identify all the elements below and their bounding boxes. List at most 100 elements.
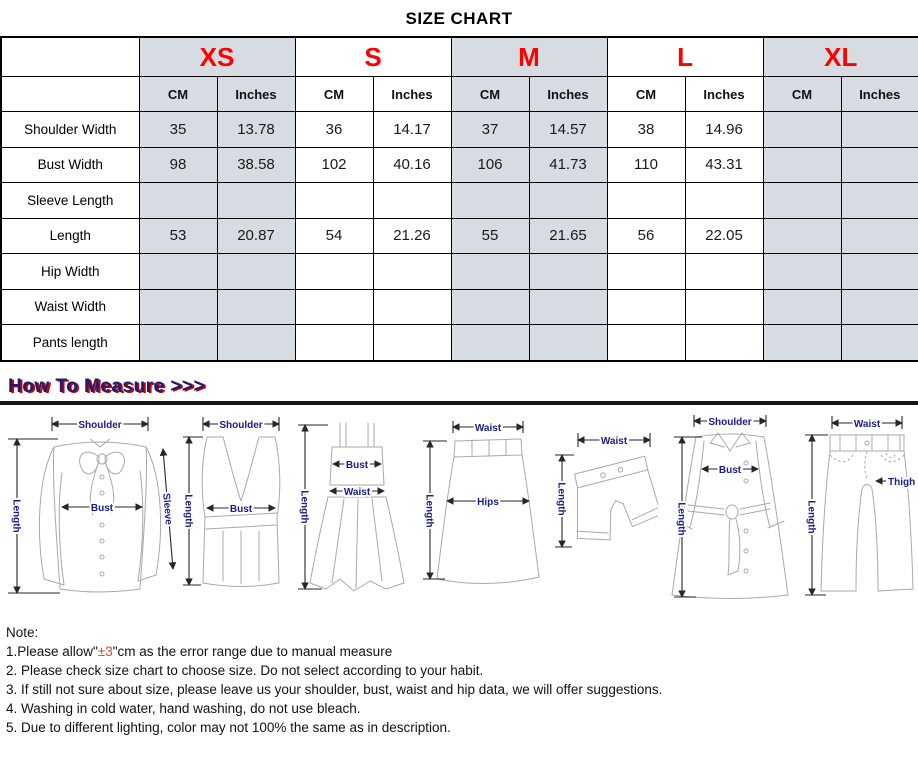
dress-waist-label: Waist [344,487,371,498]
unit-header-inches: Inches [528,76,608,112]
unit-header-row: CM Inches CM Inches CM Inches CM Inches … [0,76,918,112]
size-value-cell [294,182,374,219]
measurement-figures: Shoulder Length Bust Sleeve Shoulder [0,411,918,611]
size-value-cell [138,182,218,219]
row-label: Length [0,217,140,254]
size-value-cell [294,253,374,290]
unit-header-cm: CM [138,76,218,112]
size-value-cell [762,253,842,290]
pants-thigh-label: Thigh [888,477,915,488]
size-value-cell: 43.31 [684,146,764,183]
note-1-prefix: 1.Please allow" [6,643,98,659]
skirt-length-label: Length [424,494,435,527]
size-value-cell: 37 [450,111,530,148]
size-value-cell: 106 [450,146,530,183]
size-value-cell: 110 [606,146,686,183]
table-row-pants-length: Pants length [0,324,918,361]
size-value-cell [606,253,686,290]
size-value-cell [684,182,764,219]
corner-cell [0,76,140,112]
size-header-row: XS S M L XL [0,36,918,77]
garment-figure-blouse: Shoulder Length Bust Sleeve [8,416,177,594]
pants-length-label: Length [805,500,816,533]
size-value-cell [216,182,296,219]
unit-header-cm: CM [294,76,374,112]
note-line-2: 2. Please check size chart to choose siz… [6,662,484,678]
shorts-length-label: Length [555,482,566,515]
size-value-cell [372,253,452,290]
size-value-cell [606,182,686,219]
size-value-cell: 102 [294,146,374,183]
size-header-xl: XL [762,36,918,77]
size-value-cell [372,182,452,219]
section-divider [0,400,918,405]
size-value-cell [216,253,296,290]
size-value-cell [840,217,918,254]
size-table: XS S M L XL CM Inches CM Inches CM Inche… [0,36,918,362]
garment-figure-skirt: Waist Hips Length [422,420,540,584]
shorts-waist-label: Waist [600,436,627,447]
size-chart-page: SIZE CHART XS S M L XL CM Inches CM Inch… [0,9,918,737]
skirt-hips-label: Hips [478,497,500,508]
row-label: Sleeve Length [0,182,140,219]
size-value-cell [684,324,764,361]
size-value-cell: 55 [450,217,530,254]
size-value-cell [762,324,842,361]
dress-bust-label: Bust [346,460,369,471]
skirt-waist-label: Waist [475,423,502,434]
table-row-hip-width: Hip Width [0,253,918,290]
size-value-cell: 41.73 [528,146,608,183]
size-value-cell [450,182,530,219]
coat-shoulder-label: Shoulder [708,417,751,428]
size-value-cell: 21.65 [528,217,608,254]
size-value-cell [294,288,374,325]
size-value-cell [216,324,296,361]
size-value-cell [606,288,686,325]
size-value-cell [840,253,918,290]
dress-length-label: Length [299,490,310,523]
unit-header-cm: CM [606,76,686,112]
garment-figure-coat: Shoulder Bust Length [671,414,789,599]
blouse-shoulder-label: Shoulder [78,420,121,431]
size-value-cell [138,324,218,361]
unit-header-inches: Inches [840,76,918,112]
garment-figure-dress: Bust Waist Length [297,422,405,591]
size-header-m: M [450,36,608,77]
size-value-cell [372,324,452,361]
size-value-cell [840,288,918,325]
size-value-cell: 22.05 [684,217,764,254]
unit-header-inches: Inches [216,76,296,112]
size-value-cell [684,288,764,325]
size-value-cell [840,146,918,183]
size-value-cell [840,182,918,219]
corner-cell [0,36,140,77]
blouse-bust-label: Bust [91,503,114,514]
size-value-cell [294,324,374,361]
size-value-cell: 53 [138,217,218,254]
garment-figure-pants: Waist Thigh Length [803,415,916,596]
size-header-l: L [606,36,764,77]
tank-length-label: Length [183,494,194,527]
size-header-xs: XS [138,36,296,77]
table-row-waist-width: Waist Width [0,288,918,325]
size-value-cell [528,288,608,325]
unit-header-cm: CM [762,76,842,112]
note-line-3: 3. If still not sure about size, please … [6,681,663,697]
size-value-cell [684,253,764,290]
size-value-cell [762,217,842,254]
size-value-cell: 36 [294,111,374,148]
note-1-suffix: "cm as the error range due to manual mea… [112,643,393,659]
note-line-4: 4. Washing in cold water, hand washing, … [6,700,361,716]
garment-figure-shorts: Waist Length [553,432,658,548]
page-title: SIZE CHART [405,9,513,28]
size-value-cell [528,253,608,290]
size-value-cell [528,182,608,219]
size-value-cell: 14.96 [684,111,764,148]
size-value-cell: 21.26 [372,217,452,254]
table-row-shoulder-width: Shoulder Width 35 13.78 36 14.17 37 14.5… [0,111,918,148]
note-line-1: 1.Please allow"±3"cm as the error range … [6,642,918,661]
size-value-cell [606,324,686,361]
table-row-sleeve-length: Sleeve Length [0,182,918,219]
size-value-cell: 56 [606,217,686,254]
size-value-cell [450,324,530,361]
